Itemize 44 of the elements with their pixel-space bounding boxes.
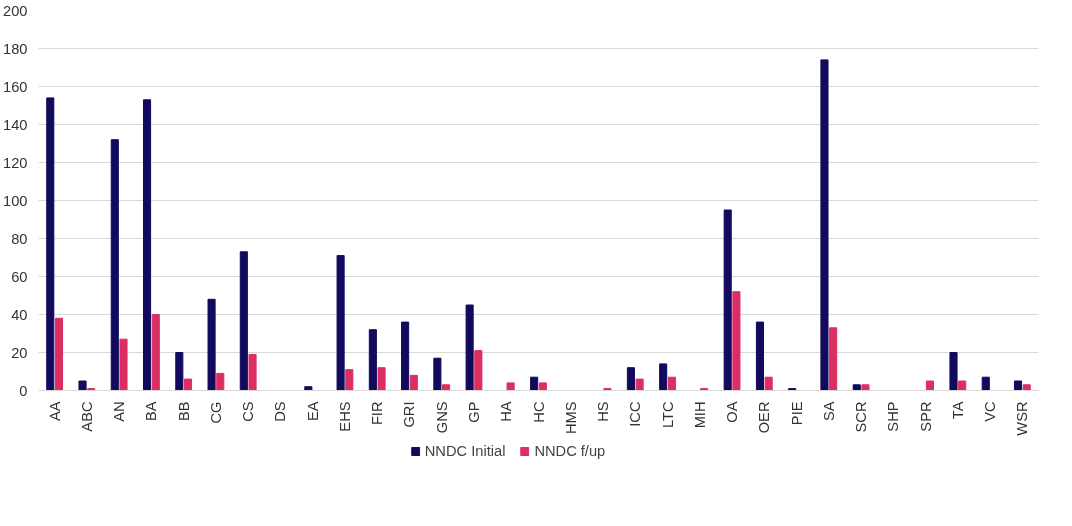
- x-tick-label: OA: [724, 401, 741, 423]
- x-tick-label: OER: [756, 401, 773, 434]
- x-tick-label: HC: [530, 401, 547, 423]
- y-tick-label: 0: [19, 382, 28, 399]
- y-tick-label: 20: [11, 344, 28, 361]
- x-tick-label: GP: [465, 401, 482, 423]
- x-tick-label: TA: [949, 401, 966, 420]
- x-tick-label: SPR: [917, 401, 934, 432]
- x-tick-label: HS: [595, 401, 612, 422]
- x-tick-label: AN: [111, 401, 128, 422]
- x-tick-label: MIH: [691, 401, 708, 429]
- x-tick-label: CS: [240, 401, 257, 422]
- x-tick-label: VC: [982, 401, 999, 422]
- y-tick-label: 160: [3, 78, 28, 95]
- y-tick-label: 60: [11, 268, 28, 285]
- y-tick-label: 120: [3, 154, 28, 171]
- x-tick-label: DS: [272, 401, 289, 422]
- x-tick-label: SCR: [853, 401, 870, 433]
- x-tick-label: GRI: [401, 401, 418, 428]
- x-tick-label: HA: [498, 401, 515, 422]
- x-tick-label: GNS: [433, 401, 450, 434]
- x-tick-label: HMS: [562, 401, 579, 435]
- x-tick-label: PIE: [788, 401, 805, 426]
- x-tick-label: WSR: [1014, 401, 1031, 436]
- x-tick-label: CG: [207, 401, 224, 424]
- legend-label: NNDC Initial: [424, 443, 506, 459]
- y-tick-label: 180: [3, 40, 28, 57]
- legend-label: NNDC f/up: [534, 443, 606, 459]
- y-tick-label: 40: [11, 306, 28, 323]
- x-tick-label: ABC: [78, 401, 95, 432]
- x-tick-label: FIR: [369, 401, 386, 426]
- y-tick-label: 200: [3, 2, 28, 19]
- x-tick-label: EHS: [336, 401, 353, 432]
- x-tick-label: AA: [46, 401, 63, 422]
- x-tick-label: SHP: [885, 401, 902, 432]
- x-tick-label: BA: [143, 401, 160, 422]
- x-tick-label: BB: [175, 401, 192, 422]
- x-tick-label: EA: [304, 401, 321, 422]
- y-tick-label: 140: [3, 116, 28, 133]
- x-tick-label: ICC: [627, 401, 644, 427]
- y-tick-label: 80: [11, 230, 28, 247]
- x-tick-label: SA: [820, 401, 837, 422]
- x-tick-label: LTC: [659, 401, 676, 429]
- y-tick-label: 100: [3, 192, 28, 209]
